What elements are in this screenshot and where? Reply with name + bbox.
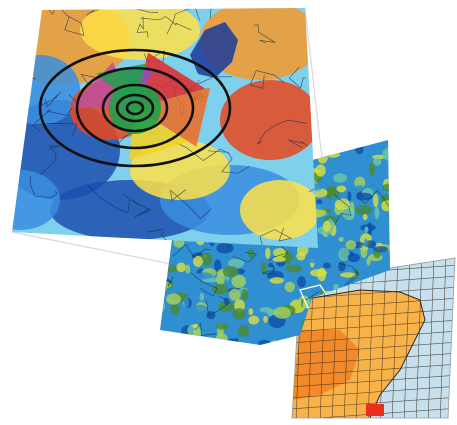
highlight-cell <box>366 404 384 416</box>
regional-map-panel <box>12 8 318 248</box>
impact-sectors <box>70 52 211 161</box>
concentric-rings <box>38 48 232 168</box>
water-body <box>190 22 238 78</box>
model-grid <box>292 258 455 418</box>
